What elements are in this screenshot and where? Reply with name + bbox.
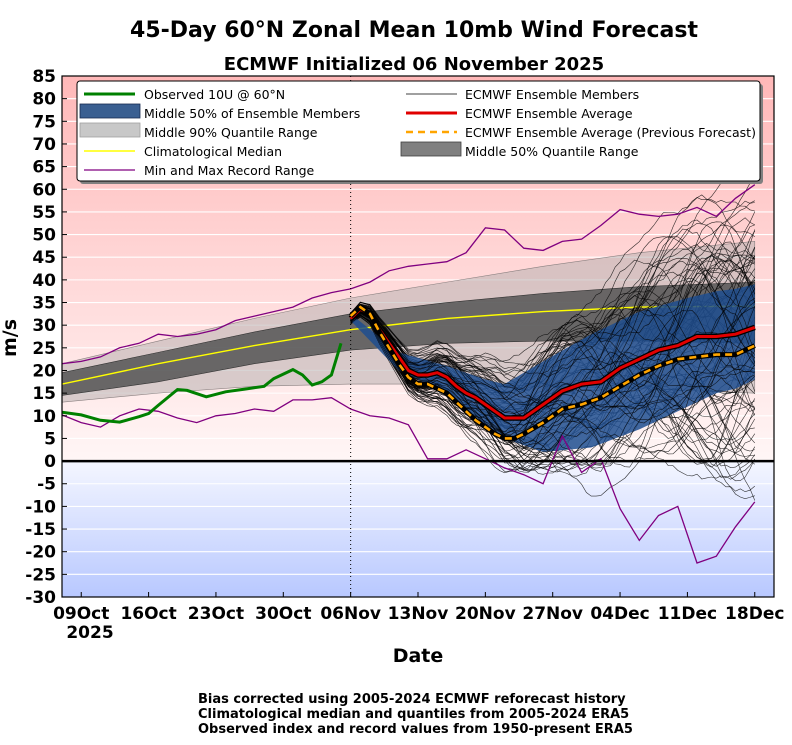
ensemble-member-line: [350, 254, 755, 391]
ensemble-member-line: [350, 228, 756, 400]
x-axis-label: Date: [393, 645, 444, 667]
y-axis-ticks: 8580757065605550454035302520151050-5-10-…: [25, 67, 67, 608]
chart-subtitle: ECMWF Initialized 06 November 2025: [224, 54, 604, 75]
y-tick-label: 70: [32, 135, 56, 155]
y-tick-label: 30: [32, 316, 56, 336]
chart-title: 45-Day 60°N Zonal Mean 10mb Wind Forecas…: [130, 18, 698, 43]
x-tick-label: 20Nov: [455, 604, 516, 624]
legend-q90-swatch: [79, 122, 141, 138]
legend-clim-label: Climatological Median: [144, 144, 282, 159]
legend-record-label: Min and Max Record Range: [144, 163, 315, 178]
x-tick-label: 04Dec: [590, 604, 649, 624]
footer-line-3: Observed index and record values from 19…: [198, 722, 633, 737]
y-tick-label: 50: [32, 226, 56, 246]
observed-line: [62, 342, 343, 424]
ensemble-member-line: [350, 308, 756, 454]
x-axis-ticks: 09Oct 16Oct 23Oct 30Oct 06Nov 13Nov 20Nov 27Nov…: [53, 592, 784, 624]
x-tick-label: 30Oct: [255, 604, 311, 624]
y-tick-label: -5: [37, 475, 56, 495]
legend-mid50-members-swatch: [79, 103, 141, 119]
y-tick-label: -20: [25, 543, 56, 563]
ensemble-member-line: [350, 278, 756, 452]
x-tick-label: 06Nov: [320, 604, 381, 624]
y-tick-label: 25: [32, 339, 56, 359]
x-tick-label: 09Oct: [53, 604, 109, 624]
legend-ens-avg-prev-label: ECMWF Ensemble Average (Previous Forecas…: [465, 125, 756, 140]
y-tick-label: 55: [32, 203, 56, 223]
y-tick-label: 75: [32, 112, 56, 132]
y-tick-label: -30: [25, 588, 56, 608]
y-tick-label: 60: [32, 180, 56, 200]
legend-q50-label: Middle 50% Quantile Range: [465, 144, 639, 159]
y-tick-label: -25: [25, 565, 56, 585]
ensemble-member-line: [350, 308, 756, 418]
y-tick-label: 0: [44, 452, 56, 472]
x-tick-label: 11Dec: [658, 604, 717, 624]
ensemble-member-line: [350, 260, 756, 415]
y-axis-label: m/s: [0, 319, 21, 357]
ensemble-member-line: [350, 313, 755, 446]
record-min-line: [62, 397, 756, 564]
footer-line-2: Climatological median and quantiles from…: [198, 707, 629, 722]
record-max-line: [62, 184, 756, 365]
y-tick-label: -15: [25, 520, 56, 540]
x-tick-label: 18Dec: [725, 604, 784, 624]
y-tick-label: 85: [32, 67, 56, 87]
ensemble-member-line: [350, 254, 756, 446]
y-tick-label: 15: [32, 384, 56, 404]
y-tick-label: 20: [32, 361, 56, 381]
legend-mid50-members-label: Middle 50% of Ensemble Members: [144, 106, 360, 121]
ensemble-member-line: [350, 221, 756, 435]
y-tick-label: 80: [32, 90, 56, 110]
ensemble-average-line: [349, 307, 756, 420]
x-tick-label: 23Oct: [188, 604, 244, 624]
y-tick-label: 40: [32, 271, 56, 291]
legend-q50-swatch: [400, 141, 462, 157]
y-tick-label: 45: [32, 248, 56, 268]
ensemble-member-line: [350, 236, 755, 378]
legend-q90-label: Middle 90% Quantile Range: [144, 125, 318, 140]
mid50-members-band: [350, 284, 755, 453]
ensemble-member-line: [350, 311, 756, 469]
ensemble-member-line: [350, 314, 756, 459]
x-tick-label: 27Nov: [522, 604, 583, 624]
legend: Observed 10U @ 60°N Middle 50% of Ensemb…: [76, 80, 763, 184]
x-tick-label: 13Nov: [388, 604, 449, 624]
ensemble-member-line: [350, 316, 756, 465]
y-tick-label: -10: [25, 497, 56, 517]
ensemble-member-line: [350, 178, 756, 366]
ensemble-member-line: [350, 314, 756, 466]
y-tick-label: 35: [32, 294, 56, 314]
previous-average-line: [349, 305, 756, 440]
ensemble-member-line: [350, 314, 756, 480]
x-year-label: 2025: [66, 623, 113, 643]
ensemble-member-line: [350, 312, 755, 459]
y-tick-label: 5: [44, 429, 56, 449]
legend-members-label: ECMWF Ensemble Members: [465, 87, 639, 102]
legend-observed-label: Observed 10U @ 60°N: [144, 87, 285, 102]
ensemble-member-line: [350, 310, 756, 445]
y-tick-label: 10: [32, 407, 56, 427]
ensemble-member-line: [350, 197, 755, 389]
ensemble-member-line: [350, 314, 756, 482]
legend-ens-avg-label: ECMWF Ensemble Average: [465, 106, 633, 121]
footer-line-1: Bias corrected using 2005-2024 ECMWF ref…: [198, 692, 626, 707]
x-tick-label: 16Oct: [120, 604, 176, 624]
y-tick-label: 65: [32, 158, 56, 178]
ensemble-member-line: [350, 236, 756, 400]
